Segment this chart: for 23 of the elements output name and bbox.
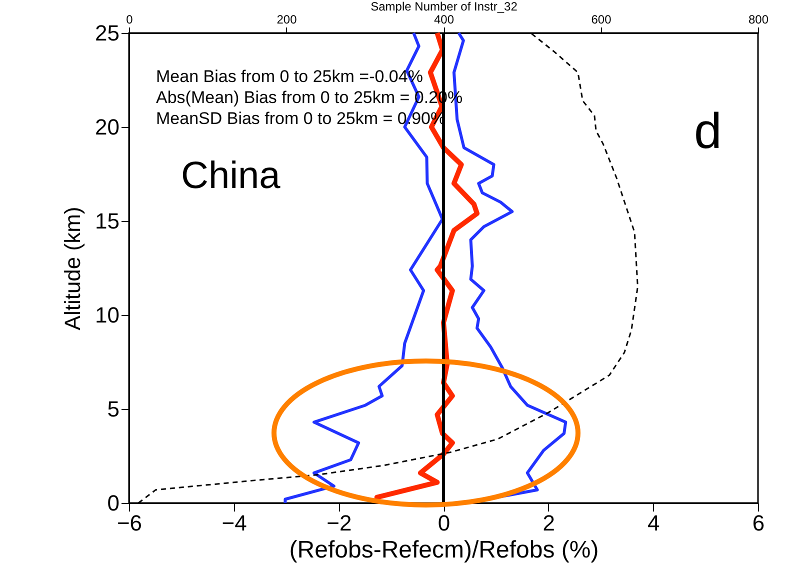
y-tick-label: 10 (95, 302, 120, 328)
annotation: China (181, 155, 282, 197)
y-tick-label: 0 (107, 490, 120, 516)
x2-tick-label: 400 (434, 12, 454, 26)
x2-axis-title: Sample Number of Instr_32 (370, 0, 518, 14)
x-tick-label: −6 (116, 510, 142, 536)
x-tick-label: 0 (438, 510, 450, 536)
y-tick-label: 15 (95, 208, 120, 234)
x-tick-label: 6 (752, 510, 765, 536)
x-tick-label: 2 (542, 510, 555, 536)
x-tick-label: −2 (326, 510, 352, 536)
y-tick-label: 5 (107, 396, 120, 422)
annotation: d (694, 103, 722, 159)
y-tick-label: 20 (95, 114, 120, 140)
x2-tick-label: 0 (126, 12, 134, 26)
x-axis-title: (Refobs-Refecm)/Refobs (%) (289, 536, 599, 564)
y-axis-title: Altitude (km) (60, 206, 86, 330)
x2-tick-label: 800 (748, 12, 769, 26)
x2-tick-label: 600 (591, 12, 612, 26)
x2-tick-label: 200 (276, 12, 298, 26)
x-tick-label: −4 (222, 510, 247, 536)
y-tick-label: 25 (95, 20, 120, 46)
x-tick-label: 4 (648, 510, 660, 536)
